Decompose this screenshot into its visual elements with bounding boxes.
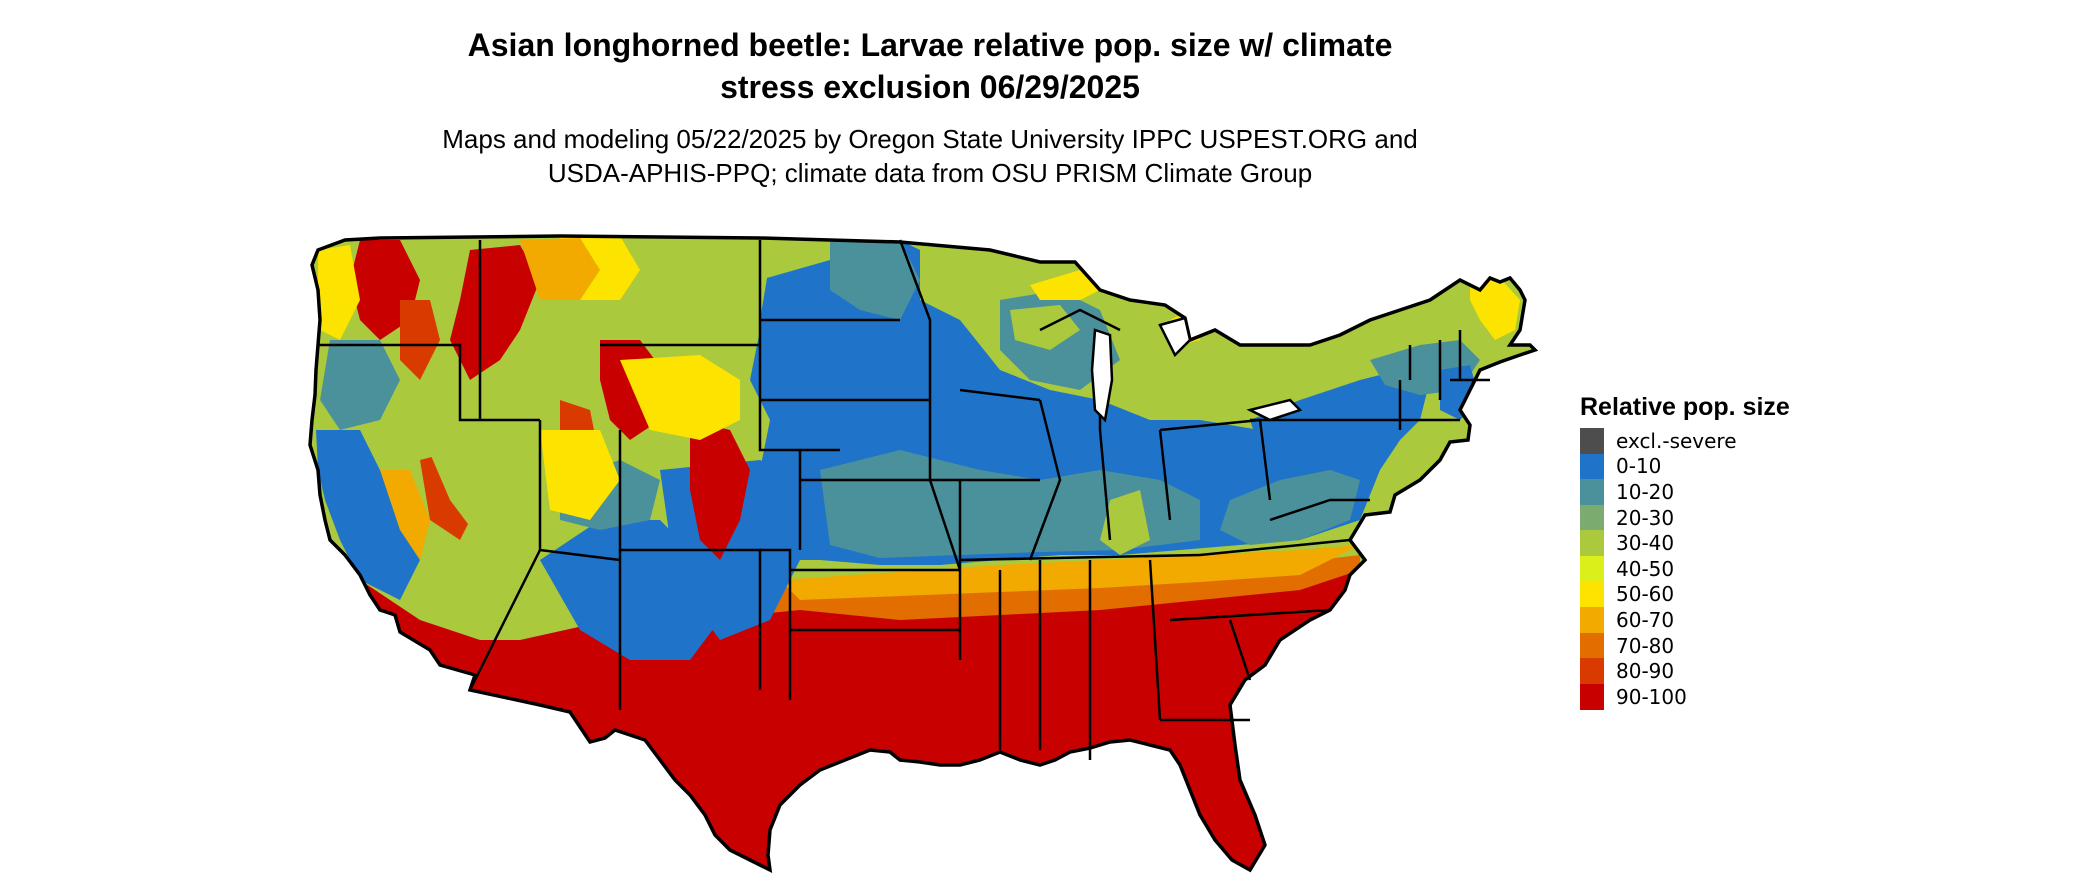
legend-item: 90-100: [1580, 683, 1790, 710]
legend-swatch: [1580, 632, 1604, 659]
legend-swatch: [1580, 453, 1604, 480]
state-boundaries: [318, 239, 1490, 760]
legend-item: 0-10: [1580, 453, 1790, 480]
legend-label: 20-30: [1616, 505, 1675, 530]
legend-item: 80-90: [1580, 658, 1790, 684]
legend-swatch: [1580, 581, 1604, 608]
legend-title: Relative pop. size: [1580, 393, 1790, 421]
legend-label: 60-70: [1616, 607, 1675, 632]
legend-label: 70-80: [1616, 633, 1675, 658]
legend-label: 90-100: [1616, 684, 1687, 709]
legend-swatch: [1580, 683, 1604, 710]
legend: Relative pop. size excl.-severe 0-10 10-20…: [1580, 392, 1790, 710]
legend-item: 40-50: [1580, 555, 1790, 582]
legend-swatch: [1580, 658, 1604, 684]
map-title: Asian longhorned beetle: Larvae relative…: [0, 24, 1860, 108]
legend-swatch: [1580, 607, 1604, 633]
map-subtitle-line-2: USDA-APHIS-PPQ; climate data from OSU PR…: [547, 158, 1313, 188]
legend-item: excl.-severe: [1580, 428, 1790, 454]
legend-swatch: [1580, 479, 1604, 505]
map-title-line-1: Asian longhorned beetle: Larvae relative…: [467, 27, 1393, 63]
legend-item: 60-70: [1580, 607, 1790, 633]
legend-swatch: [1580, 530, 1604, 556]
legend-label: 50-60: [1616, 582, 1675, 607]
legend-label: excl.-severe: [1616, 428, 1737, 453]
legend-item: 30-40: [1580, 530, 1790, 556]
great-lakes: [1090, 316, 1303, 423]
legend-swatch: [1580, 555, 1604, 582]
map-subtitle-line-1: Maps and modeling 05/22/2025 by Oregon S…: [442, 124, 1418, 154]
legend-item: 10-20: [1580, 479, 1790, 505]
map-subtitle: Maps and modeling 05/22/2025 by Oregon S…: [0, 122, 1860, 190]
legend-label: 30-40: [1616, 531, 1675, 556]
legend-item: 50-60: [1580, 581, 1790, 608]
legend-label: 0-10: [1616, 454, 1662, 479]
legend-label: 80-90: [1616, 659, 1675, 684]
legend-label: 40-50: [1616, 556, 1675, 581]
legend-swatch: [1580, 504, 1604, 531]
legend-items: excl.-severe 0-10 10-20 20-30 30-40 40-50 50-6…: [1580, 428, 1790, 710]
legend-item: 20-30: [1580, 504, 1790, 531]
legend-label: 10-20: [1616, 479, 1675, 504]
map-title-line-2: stress exclusion 06/29/2025: [720, 69, 1140, 105]
legend-swatch: [1580, 428, 1604, 454]
legend-item: 70-80: [1580, 632, 1790, 659]
